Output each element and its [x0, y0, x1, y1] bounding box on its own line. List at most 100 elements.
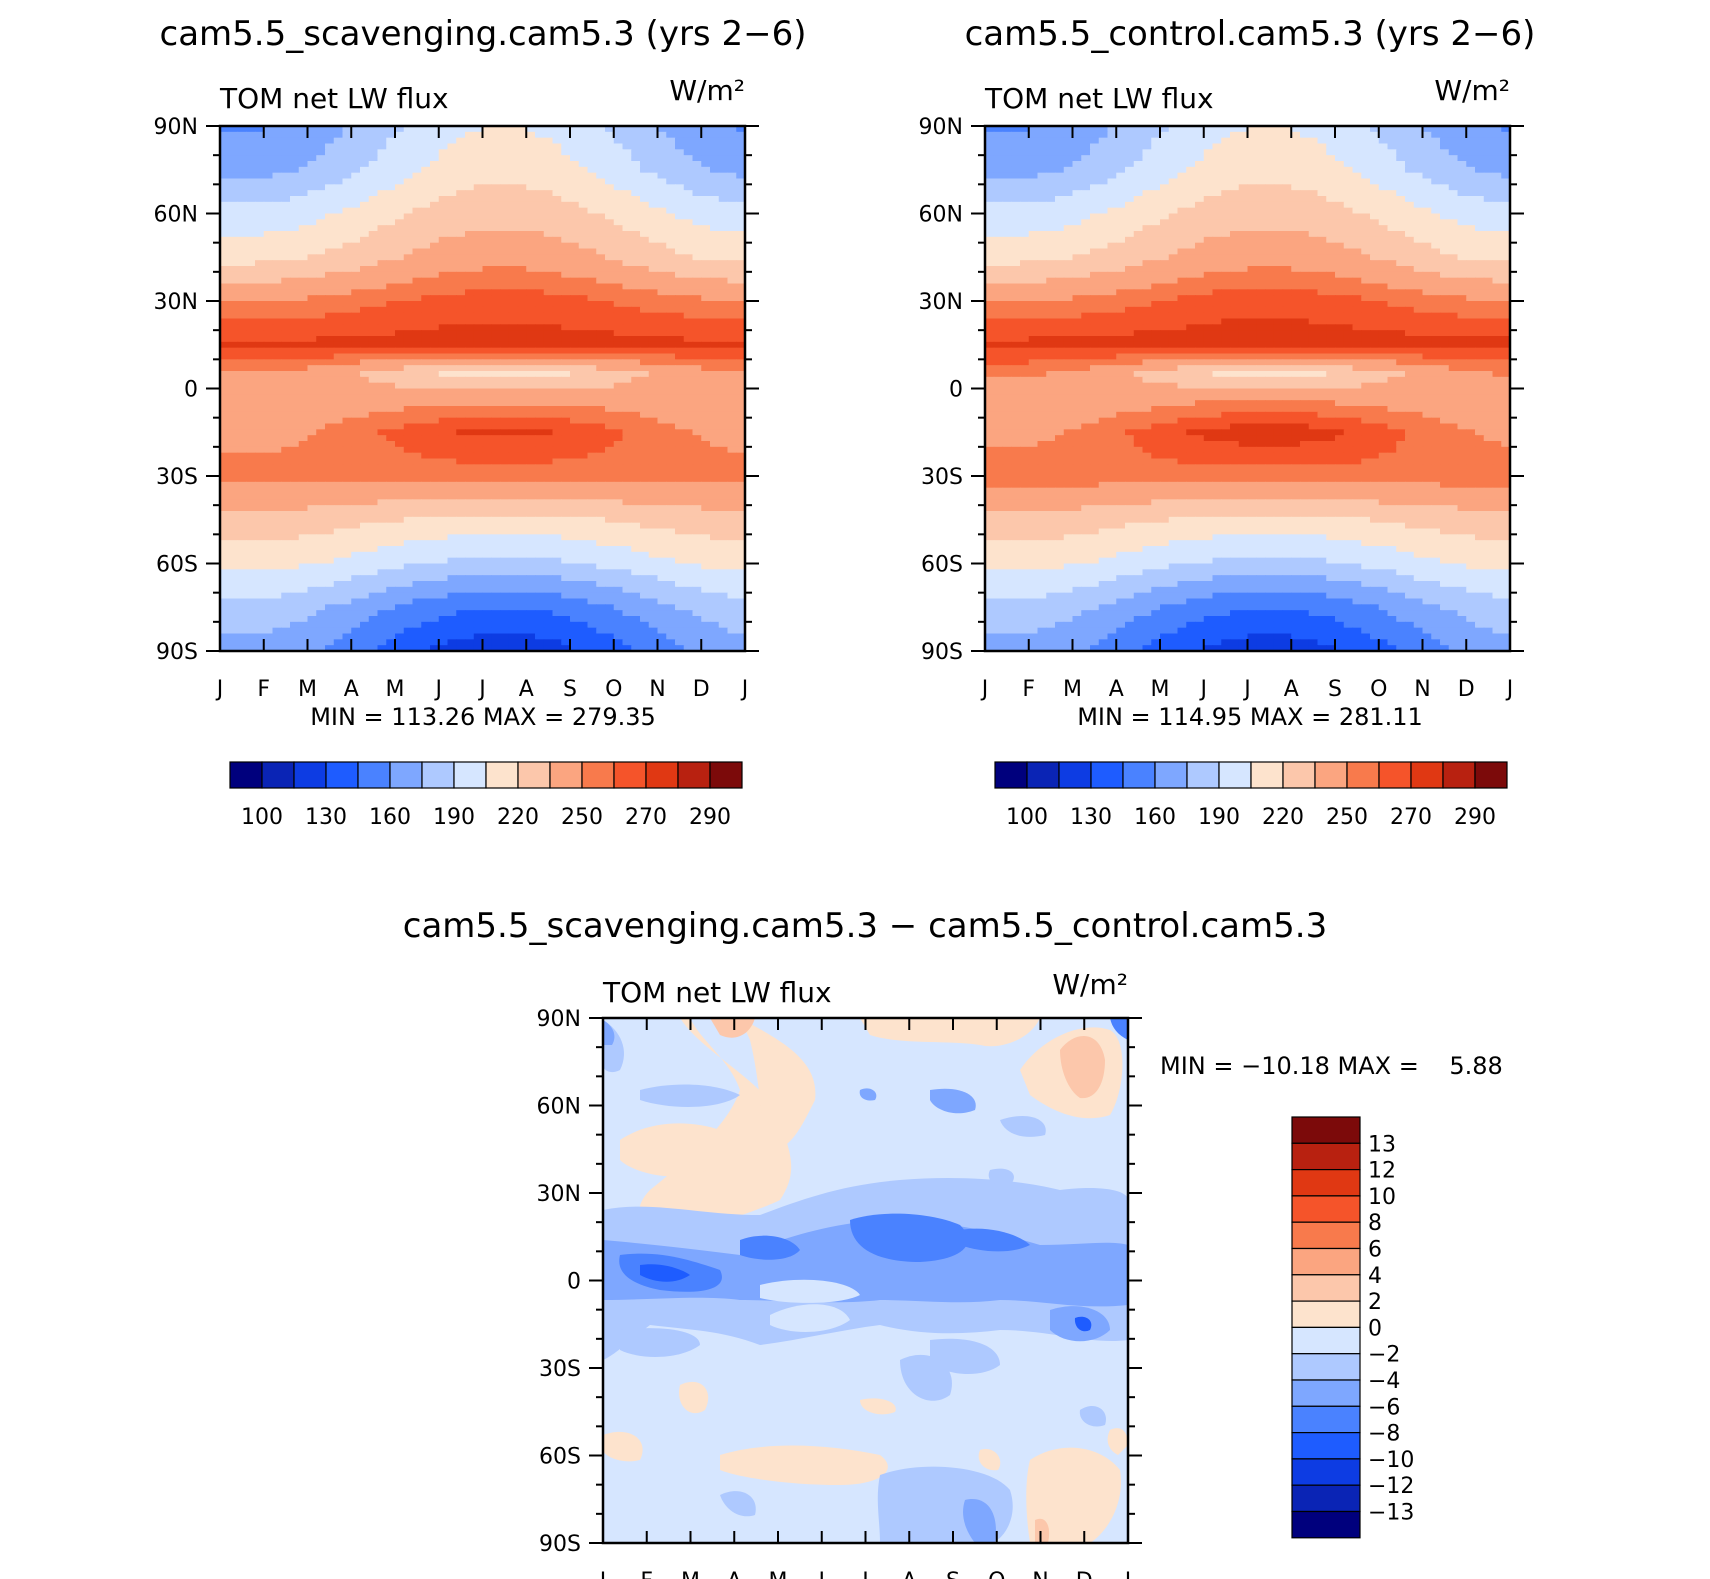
contour-cell: [535, 569, 545, 576]
contour-cell: [412, 365, 422, 372]
contour-cell: [377, 178, 387, 185]
contour-cell: [386, 411, 396, 419]
contour-cell: [508, 481, 519, 489]
contour-cell: [482, 149, 492, 156]
contour-cell: [675, 271, 685, 279]
contour-cell: [727, 172, 737, 180]
contour-cell: [237, 324, 247, 331]
contour-cell: [535, 225, 545, 232]
contour-cell: [657, 546, 667, 553]
contour-cell: [263, 394, 274, 401]
contour-cell: [736, 236, 745, 244]
contour-cell: [710, 435, 720, 442]
contour-cell: [228, 376, 239, 384]
contour-cell: [683, 155, 694, 162]
contour-cell: [596, 540, 606, 547]
contour-cell: [430, 365, 440, 372]
contour-cell: [570, 441, 580, 448]
contour-cell: [316, 306, 326, 314]
contour-cell: [701, 137, 711, 145]
contour-cell: [570, 172, 580, 180]
contour-cell: [307, 505, 317, 512]
contour-cell: [675, 225, 685, 232]
contour-cell: [683, 406, 694, 413]
contour-cell: [552, 155, 562, 162]
contour-cell: [543, 149, 554, 156]
contour-cell: [727, 277, 737, 285]
contour-cell: [500, 435, 510, 442]
contour-cell: [272, 336, 282, 343]
contour-cell: [710, 581, 720, 588]
contour-cell: [543, 207, 554, 215]
contour-cell: [657, 511, 667, 518]
contour-cell: [447, 441, 457, 448]
contour-cell: [508, 353, 519, 360]
contour-cell: [447, 201, 457, 209]
contour-cell: [246, 522, 256, 530]
contour-cell: [360, 511, 370, 518]
contour-cell: [473, 166, 484, 174]
contour-cell: [631, 266, 641, 273]
contour-cell: [605, 213, 615, 220]
contour-cell: [430, 301, 440, 308]
contour-cell: [517, 470, 527, 477]
contour-cell: [220, 476, 230, 483]
contour-cell: [421, 353, 431, 360]
contour-cell: [228, 423, 239, 430]
contour-cell: [368, 394, 379, 401]
contour-cell: [552, 534, 562, 541]
contour-cell: [675, 295, 685, 302]
contour-cell: [465, 143, 475, 150]
contour-cell: [360, 178, 370, 185]
contour-cell: [578, 569, 589, 576]
contour-cell: [465, 534, 475, 541]
contour-cell: [596, 283, 606, 290]
contour-cell: [701, 149, 711, 156]
contour-cell: [640, 481, 650, 489]
contour-cell: [447, 166, 457, 174]
contour-cell: [360, 231, 370, 238]
contour-cell: [342, 569, 352, 576]
contour-cell: [360, 435, 370, 442]
contour-cell: [587, 423, 597, 430]
contour-cell: [683, 318, 694, 325]
contour-cell: [648, 481, 659, 489]
contour-cell: [272, 557, 282, 565]
contour-cell: [631, 464, 641, 471]
contour-cell: [683, 586, 694, 594]
contour-cell: [701, 301, 711, 308]
contour-cell: [290, 143, 300, 150]
contour-cell: [491, 493, 501, 500]
contour-cell: [246, 581, 256, 588]
contour-cell: [596, 236, 606, 244]
contour-cell: [631, 452, 641, 460]
contour-cell: [561, 289, 571, 296]
contour-cell: [482, 353, 492, 360]
contour-cell: [631, 219, 641, 226]
contour-cell: [692, 242, 702, 250]
contour-cell: [263, 353, 274, 360]
contour-cell: [342, 551, 352, 559]
contour-cell: [578, 446, 589, 454]
contour-cell: [403, 446, 414, 454]
contour-cell: [351, 295, 361, 302]
contour-cell: [386, 196, 396, 203]
contour-cell: [272, 610, 282, 617]
contour-cell: [412, 429, 422, 436]
contour-cell: [587, 283, 597, 290]
contour-cell: [447, 458, 457, 465]
contour-cell: [307, 324, 317, 331]
contour-cell: [543, 598, 554, 605]
contour-cell: [263, 330, 274, 337]
contour-cell: [517, 155, 527, 162]
contour-cell: [255, 219, 265, 226]
contour-cell: [333, 166, 344, 174]
contour-cell: [246, 417, 256, 425]
contour-cell: [587, 470, 597, 477]
contour-cell: [447, 382, 457, 390]
contour-cell: [386, 569, 396, 576]
contour-cell: [395, 231, 405, 238]
contour-cell: [377, 505, 387, 512]
contour-cell: [403, 219, 414, 226]
contour-cell: [543, 248, 554, 255]
